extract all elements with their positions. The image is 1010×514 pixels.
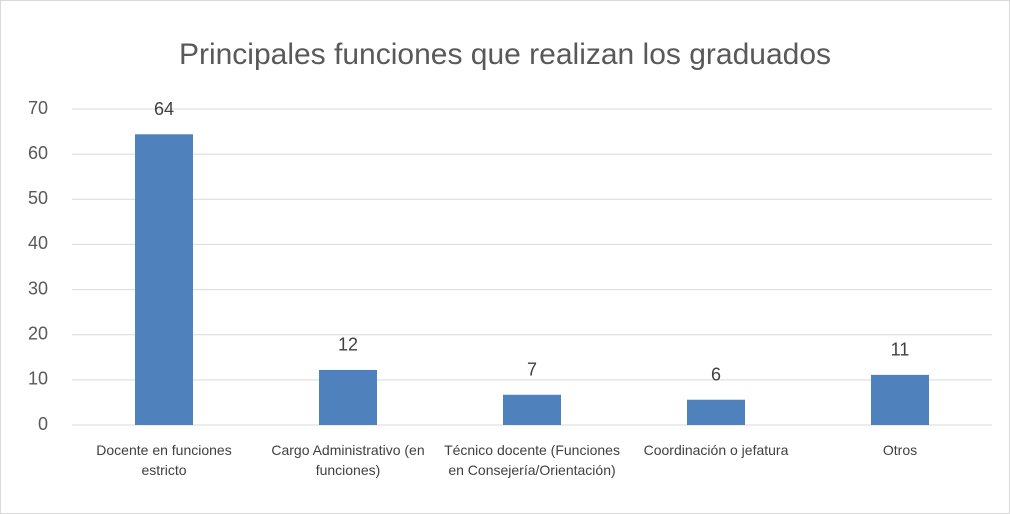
data-label: 64	[154, 99, 174, 119]
bar	[135, 134, 193, 425]
x-tick-label: Coordinación o jefatura	[643, 442, 789, 458]
bar	[319, 369, 377, 425]
x-tick-label: Docente en funciones estricto	[96, 442, 232, 478]
y-tick-label: 0	[38, 414, 48, 434]
x-tick-label: Cargo Administrativo (en funciones)	[271, 442, 425, 478]
bar	[687, 399, 745, 425]
data-label: 6	[711, 364, 721, 384]
data-label: 11	[891, 340, 910, 360]
y-tick-label: 70	[28, 98, 48, 118]
y-tick-label: 60	[28, 143, 48, 163]
y-tick-label: 50	[28, 188, 48, 208]
bar	[871, 374, 929, 425]
data-label: 12	[338, 335, 358, 355]
chart-title: Principales funciones que realizan los g…	[179, 38, 831, 71]
y-tick-label: 30	[28, 278, 48, 298]
data-label: 7	[527, 360, 537, 380]
x-tick-label: Otros	[882, 442, 918, 458]
y-tick-label: 40	[28, 233, 48, 253]
y-tick-label: 10	[28, 369, 48, 389]
y-tick-label: 20	[28, 323, 48, 343]
bar	[503, 394, 561, 425]
x-tick-label: Técnico docente (Funciones en Consejería…	[444, 442, 620, 478]
